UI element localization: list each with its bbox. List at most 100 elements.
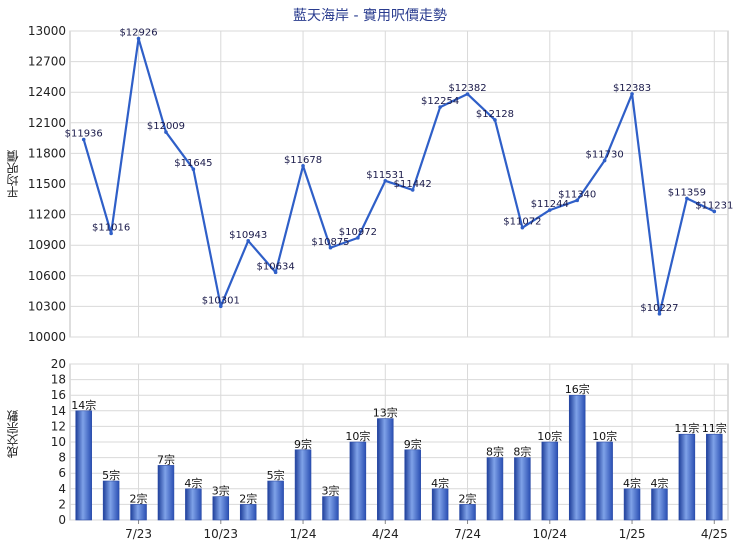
price-point (410, 188, 415, 192)
y-tick-label: 6 (58, 466, 66, 480)
y-tick-label: 11200 (28, 208, 66, 222)
y-tick-label: 10 (51, 435, 66, 449)
y-tick-label: 11800 (28, 146, 66, 160)
volume-bar (541, 441, 559, 521)
price-data-label: $11359 (668, 187, 706, 198)
price-data-label: $11936 (65, 129, 103, 140)
price-point (273, 270, 278, 275)
volume-bar (459, 504, 476, 521)
price-point (630, 92, 634, 96)
x-tick-label: 7/24 (454, 527, 481, 541)
volume-bar (514, 457, 531, 521)
y-tick-label: 20 (51, 357, 66, 371)
price-data-label: $11531 (366, 170, 404, 181)
price-data-label: $11678 (284, 155, 322, 166)
volume-data-label: 2宗 (459, 491, 477, 505)
volume-bar (377, 418, 394, 521)
price-data-label: $12009 (147, 121, 185, 132)
x-tick-label: 10/23 (203, 527, 238, 541)
price-point (218, 304, 223, 309)
volume-bar (486, 457, 504, 521)
volume-data-label: 5宗 (102, 468, 120, 482)
volume-data-label: 14宗 (71, 398, 96, 412)
price-data-label: $11244 (531, 199, 569, 210)
volume-bar (212, 496, 230, 521)
x-tick-label: 1/25 (619, 527, 646, 541)
price-data-label: $10943 (229, 230, 267, 241)
volume-data-label: 4宗 (623, 476, 641, 490)
x-tick-label: 4/24 (372, 527, 399, 541)
volume-data-label: 11宗 (674, 421, 699, 435)
volume-data-label: 13宗 (373, 406, 398, 420)
volume-bar (239, 504, 257, 521)
volume-data-label: 4宗 (184, 476, 202, 490)
volume-data-label: 8宗 (513, 445, 531, 459)
volume-bar (404, 449, 421, 521)
x-tick-label: 1/24 (290, 527, 317, 541)
volume-data-label: 5宗 (267, 468, 285, 482)
x-tick-label: 4/25 (701, 527, 728, 541)
volume-data-label: 10宗 (345, 429, 370, 443)
price-point (109, 231, 113, 236)
y-tick-label: 4 (58, 482, 66, 496)
price-point (164, 130, 168, 134)
volume-bar (130, 504, 147, 521)
volume-data-label: 4宗 (650, 476, 668, 490)
y-tick-label: 8 (58, 451, 66, 465)
y-tick-label: 11500 (28, 177, 66, 191)
price-point (575, 198, 580, 203)
volume-data-label: 10宗 (537, 429, 562, 443)
volume-bar (568, 394, 586, 521)
price-point (301, 164, 305, 168)
price-point (246, 239, 251, 243)
price-data-label: $11730 (586, 150, 624, 161)
price-point (685, 196, 689, 201)
price-data-label: $12254 (421, 96, 459, 107)
x-tick-label: 10/24 (532, 527, 567, 541)
y-tick-label: 14 (51, 404, 66, 418)
price-point (356, 236, 360, 240)
y-tick-label: 10600 (28, 269, 66, 283)
price-point (383, 179, 388, 183)
price-data-label: $10634 (257, 261, 295, 272)
price-data-label: $11016 (92, 222, 130, 233)
volume-bar (294, 449, 312, 521)
price-data-label: $10972 (339, 227, 377, 238)
price-point (602, 158, 607, 163)
volume-data-label: 16宗 (565, 382, 590, 396)
volume-data-label: 3宗 (321, 484, 339, 498)
y-tick-label: 10000 (28, 330, 66, 344)
volume-bar (102, 480, 120, 521)
volume-data-label: 8宗 (486, 445, 504, 459)
price-data-label: $11645 (174, 158, 212, 169)
volume-bar (706, 433, 723, 521)
price-point (547, 208, 552, 212)
price-point (191, 167, 196, 172)
y-tick-label: 10900 (28, 238, 66, 252)
price-data-label: $11442 (394, 179, 432, 190)
y-tick-label: 2 (58, 497, 66, 511)
price-data-label: $11231 (695, 200, 733, 211)
volume-data-label: 2宗 (130, 491, 148, 505)
price-point (712, 209, 717, 214)
volume-data-label: 11宗 (702, 421, 727, 435)
volume-data-label: 3宗 (212, 484, 230, 498)
volume-bar (157, 465, 175, 521)
price-data-label: $12926 (119, 28, 157, 39)
volume-data-label: 9宗 (294, 437, 312, 451)
volume-bar (75, 410, 92, 521)
y-tick-label: 0 (58, 513, 66, 527)
price-data-label: $12383 (613, 83, 651, 94)
y-tick-label: 13000 (28, 24, 66, 38)
y-tick-label: 12 (51, 419, 66, 433)
volume-bar (623, 488, 641, 521)
volume-data-label: 2宗 (239, 491, 257, 505)
price-line (82, 37, 715, 315)
price-data-label: $11072 (503, 217, 541, 228)
price-point (520, 225, 525, 230)
volume-bar (431, 488, 449, 521)
price-point (657, 312, 662, 316)
y-tick-label: 12400 (28, 85, 66, 99)
